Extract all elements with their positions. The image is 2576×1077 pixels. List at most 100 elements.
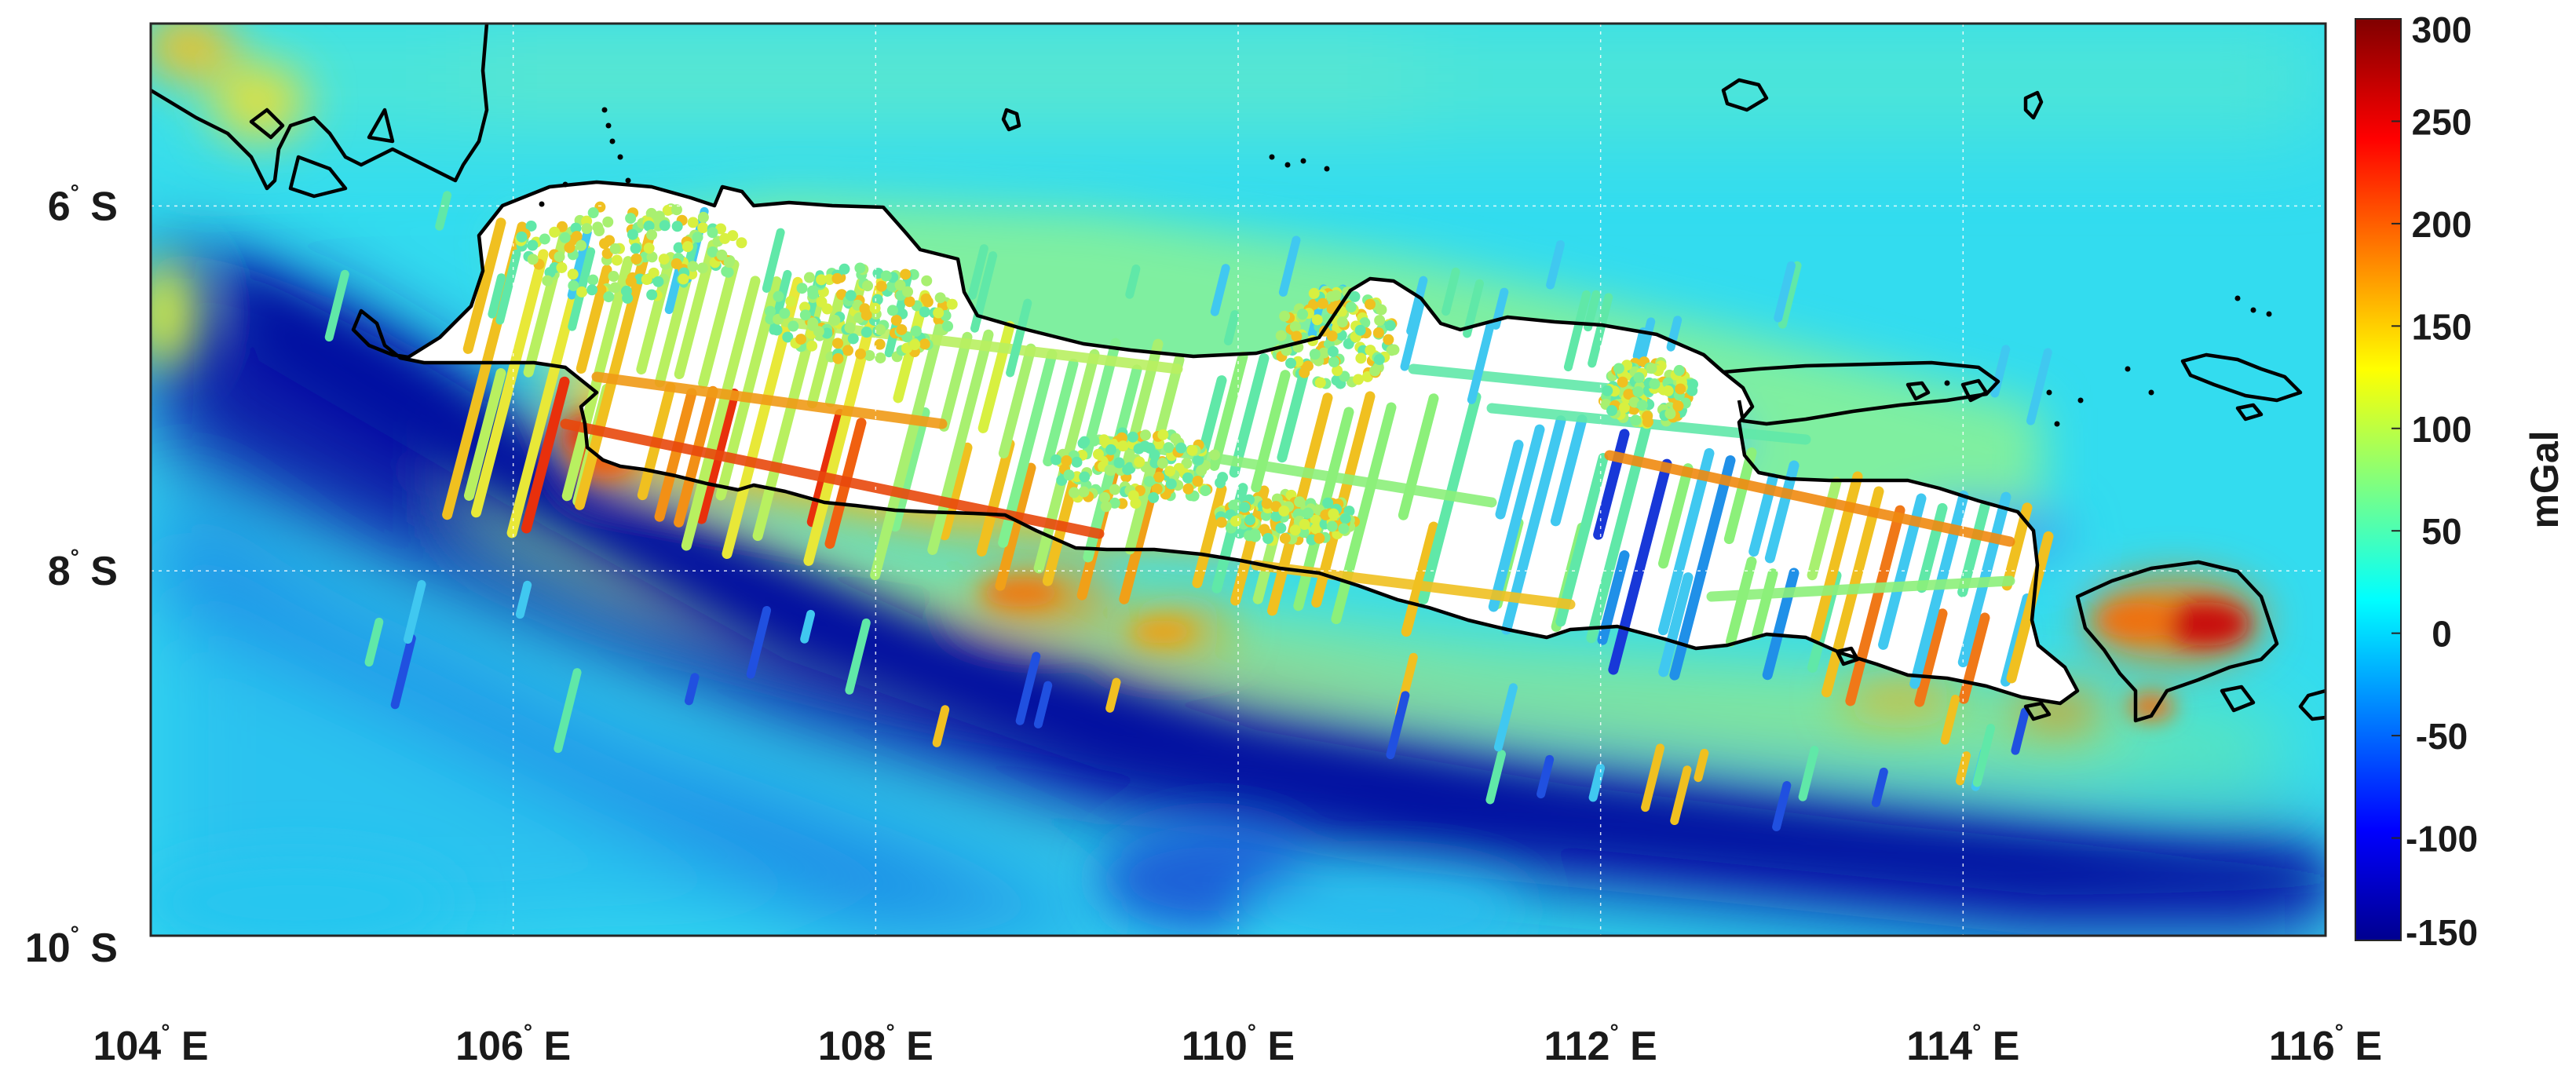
ground-station bbox=[1289, 321, 1301, 333]
lombok-coastline bbox=[2298, 688, 2326, 721]
ground-station bbox=[886, 305, 898, 316]
survey-track bbox=[1210, 264, 1230, 316]
islet bbox=[2250, 307, 2256, 313]
ground-station bbox=[1182, 472, 1193, 484]
survey-track bbox=[698, 259, 740, 389]
ground-station bbox=[1175, 442, 1187, 454]
islet bbox=[2054, 421, 2060, 427]
survey-track bbox=[1658, 572, 1694, 677]
ground-station bbox=[1606, 404, 1618, 416]
ground-station bbox=[1326, 290, 1338, 302]
ground-station bbox=[554, 251, 565, 263]
map-frame bbox=[149, 22, 2327, 937]
x-tick-label: 108° E bbox=[818, 1020, 934, 1069]
micro-islets bbox=[539, 107, 2272, 427]
ground-station bbox=[1233, 528, 1245, 539]
survey-track bbox=[1550, 414, 1588, 527]
ground-station bbox=[1336, 316, 1348, 328]
x-tick-label: 116° E bbox=[2269, 1020, 2382, 1069]
ground-station bbox=[1374, 315, 1386, 327]
ground-station bbox=[697, 211, 709, 223]
y-tick-label: 6° S bbox=[48, 180, 118, 229]
ground-station bbox=[1209, 449, 1221, 461]
ground-station bbox=[933, 307, 945, 319]
ground-station bbox=[1165, 478, 1177, 490]
ground-station bbox=[641, 274, 652, 286]
ground-station bbox=[719, 232, 731, 244]
ground-station bbox=[1618, 402, 1630, 414]
survey-track bbox=[800, 609, 816, 644]
ground-station bbox=[1259, 524, 1270, 535]
y-axis-labels: 6° S 8° S 10° S bbox=[25, 180, 118, 971]
ground-station bbox=[1098, 491, 1110, 503]
survey-track bbox=[324, 269, 349, 342]
ground-station bbox=[707, 246, 718, 257]
survey-track bbox=[1386, 691, 1410, 760]
x-tick-text: 112° E bbox=[1544, 1020, 1657, 1069]
ground-station bbox=[1623, 389, 1635, 400]
colorbar-tick-label: 250 bbox=[2412, 101, 2472, 142]
ground-station bbox=[1139, 429, 1151, 441]
ground-station bbox=[1148, 491, 1160, 503]
ground-station bbox=[1317, 298, 1328, 309]
ground-station bbox=[527, 239, 539, 251]
survey-track bbox=[488, 273, 506, 319]
x-tick-label: 112° E bbox=[1544, 1020, 1657, 1069]
ground-station bbox=[564, 242, 575, 254]
ground-station bbox=[787, 320, 799, 332]
ground-station bbox=[831, 272, 843, 284]
survey-track bbox=[521, 376, 570, 534]
ground-station bbox=[1646, 363, 1657, 374]
ground-station bbox=[587, 274, 599, 286]
ground-station bbox=[1383, 334, 1394, 345]
ground-station bbox=[816, 274, 828, 286]
islet bbox=[1001, 108, 1021, 132]
ground-station bbox=[525, 220, 537, 232]
x-axis-labels: 104° E 106° E 108° E 110° E 112° E 114° E 116°… bbox=[93, 1020, 2382, 1069]
ground-station bbox=[919, 306, 930, 318]
ground-station bbox=[1063, 469, 1075, 481]
ground-station bbox=[652, 276, 664, 287]
survey-track bbox=[1277, 358, 1312, 463]
survey-track bbox=[939, 442, 973, 541]
ground-station bbox=[1156, 458, 1168, 469]
ground-station bbox=[542, 275, 554, 287]
ground-station bbox=[844, 322, 856, 334]
colorbar-ticks: 300 250 200 150 100 50 0 -50 -100 -150 bbox=[2391, 9, 2478, 953]
ground-station bbox=[1349, 290, 1361, 302]
ground-station bbox=[1602, 385, 1613, 396]
ground-station bbox=[909, 339, 921, 351]
ground-station bbox=[539, 233, 550, 245]
survey-track bbox=[1955, 751, 1971, 786]
ground-station bbox=[1311, 314, 1323, 326]
survey-track bbox=[938, 331, 973, 432]
ground-station bbox=[559, 232, 571, 243]
ground-station bbox=[662, 204, 674, 216]
kangean-coastline bbox=[2180, 352, 2303, 403]
ground-station bbox=[1339, 513, 1351, 524]
ground-station bbox=[1157, 429, 1169, 440]
ground-station bbox=[1270, 510, 1282, 522]
ground-station bbox=[673, 242, 685, 254]
ground-station bbox=[871, 294, 883, 305]
ground-station bbox=[839, 263, 850, 275]
ground-station bbox=[1353, 374, 1365, 385]
ground-station bbox=[570, 222, 582, 234]
x-tick-text: 110° E bbox=[1182, 1020, 1295, 1069]
ground-station bbox=[829, 314, 841, 326]
ground-station bbox=[1686, 385, 1698, 396]
nusa-penida-coastline bbox=[2220, 685, 2256, 713]
ground-station bbox=[1100, 501, 1112, 513]
survey-track bbox=[1209, 351, 1248, 471]
islet bbox=[625, 177, 631, 184]
y-tick-text: 10° S bbox=[25, 922, 118, 971]
islet bbox=[1269, 154, 1275, 160]
ground-station bbox=[1314, 532, 1325, 544]
survey-track bbox=[681, 276, 761, 551]
ground-station bbox=[864, 349, 875, 361]
survey-track bbox=[1764, 460, 1800, 564]
ground-station bbox=[860, 327, 872, 338]
y-tick-label: 10° S bbox=[25, 922, 118, 971]
ground-station bbox=[1279, 532, 1291, 544]
